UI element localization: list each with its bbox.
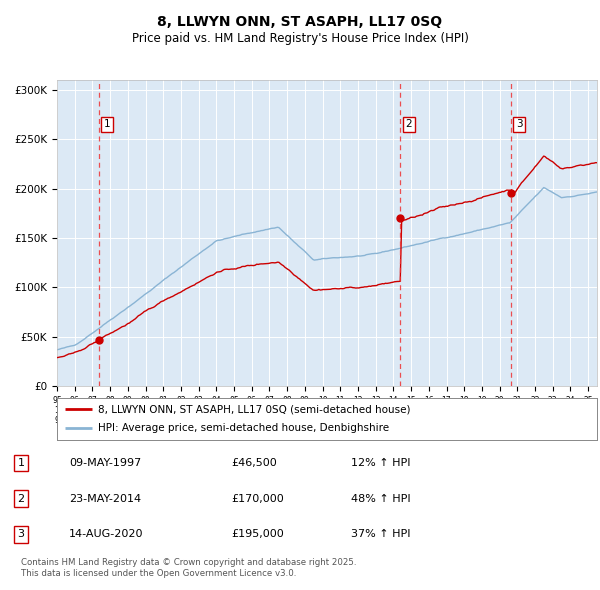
Text: 2: 2 — [406, 119, 412, 129]
Text: 8, LLWYN ONN, ST ASAPH, LL17 0SQ (semi-detached house): 8, LLWYN ONN, ST ASAPH, LL17 0SQ (semi-d… — [97, 404, 410, 414]
Text: £46,500: £46,500 — [231, 458, 277, 468]
Text: 48% ↑ HPI: 48% ↑ HPI — [351, 494, 410, 503]
Text: Contains HM Land Registry data © Crown copyright and database right 2025.
This d: Contains HM Land Registry data © Crown c… — [21, 558, 356, 578]
Text: £170,000: £170,000 — [231, 494, 284, 503]
Point — [395, 214, 405, 223]
Text: £195,000: £195,000 — [231, 529, 284, 539]
Text: Price paid vs. HM Land Registry's House Price Index (HPI): Price paid vs. HM Land Registry's House … — [131, 32, 469, 45]
Text: 3: 3 — [516, 119, 523, 129]
Text: 37% ↑ HPI: 37% ↑ HPI — [351, 529, 410, 539]
Text: HPI: Average price, semi-detached house, Denbighshire: HPI: Average price, semi-detached house,… — [97, 424, 389, 434]
Text: 1: 1 — [17, 458, 25, 468]
Text: 3: 3 — [17, 529, 25, 539]
Point — [506, 189, 515, 198]
Text: 8, LLWYN ONN, ST ASAPH, LL17 0SQ: 8, LLWYN ONN, ST ASAPH, LL17 0SQ — [157, 15, 443, 29]
Text: 2: 2 — [17, 494, 25, 503]
Text: 12% ↑ HPI: 12% ↑ HPI — [351, 458, 410, 468]
Text: 14-AUG-2020: 14-AUG-2020 — [69, 529, 143, 539]
Point — [94, 336, 104, 345]
Text: 1: 1 — [104, 119, 111, 129]
Text: 23-MAY-2014: 23-MAY-2014 — [69, 494, 141, 503]
Text: 09-MAY-1997: 09-MAY-1997 — [69, 458, 141, 468]
